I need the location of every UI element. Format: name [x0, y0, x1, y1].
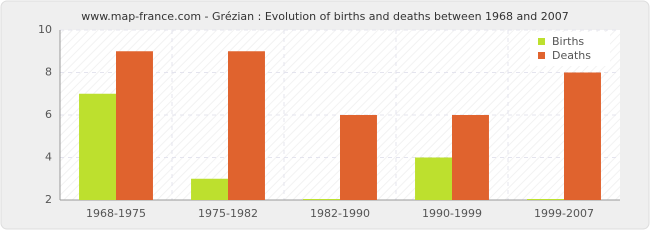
y-tick-label: 10	[38, 23, 52, 36]
y-tick-label: 8	[45, 66, 52, 79]
x-tick-label: 1999-2007	[534, 207, 594, 220]
legend-label: Deaths	[552, 49, 591, 62]
page: {"chart_data": {"type": "bar", "title": …	[0, 0, 650, 230]
legend-box	[530, 32, 610, 66]
legend-swatch	[538, 52, 545, 59]
chart-title: www.map-france.com - Grézian : Evolution…	[81, 10, 568, 23]
chart: www.map-france.com - Grézian : Evolution…	[0, 0, 650, 230]
bar	[228, 51, 265, 200]
y-tick-label: 2	[45, 193, 52, 206]
bar	[452, 115, 489, 200]
bar	[303, 199, 340, 200]
x-tick-label: 1990-1999	[422, 207, 482, 220]
x-tick-label: 1982-1990	[310, 207, 370, 220]
bar	[564, 72, 601, 200]
x-tick-label: 1975-1982	[198, 207, 258, 220]
legend-swatch	[538, 38, 545, 45]
bar	[79, 93, 116, 200]
legend-label: Births	[552, 35, 584, 48]
bar	[116, 51, 153, 200]
bar	[527, 199, 564, 200]
bar	[340, 115, 377, 200]
y-tick-label: 4	[45, 151, 52, 164]
bar	[415, 157, 452, 200]
y-tick-label: 6	[45, 108, 52, 121]
bar	[191, 178, 228, 200]
x-tick-label: 1968-1975	[86, 207, 146, 220]
